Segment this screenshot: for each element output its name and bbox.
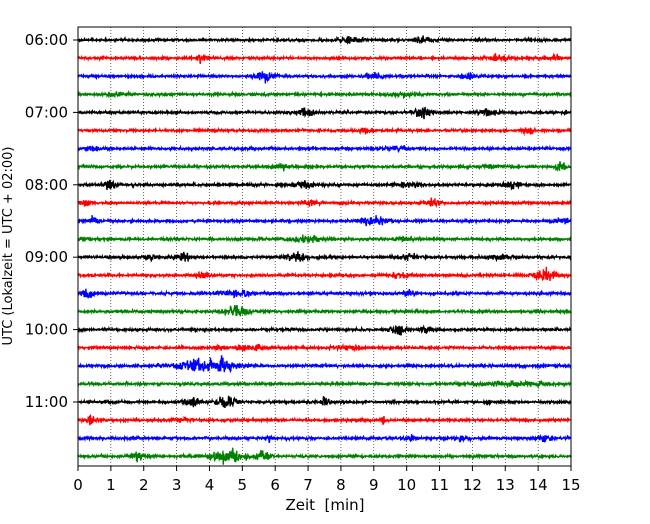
y-tick-label: 08:00 — [25, 176, 68, 194]
seismic-trace — [77, 266, 572, 282]
seismic-trace — [77, 89, 572, 100]
seismic-trace — [77, 161, 572, 172]
x-tick-label: 12 — [463, 476, 482, 494]
x-tick-label: 2 — [139, 476, 149, 494]
x-axis-ticks: 0 1 2 3 4 5 6 7 8 9 10 11 12 13 14 15 — [73, 466, 581, 494]
x-tick-label: 7 — [303, 476, 313, 494]
trace-layer — [77, 35, 572, 465]
x-tick-label: 13 — [496, 476, 515, 494]
seismic-trace — [77, 126, 572, 137]
y-tick-label: 10:00 — [25, 321, 68, 339]
seismic-trace — [77, 234, 572, 244]
x-tick-label: 11 — [430, 476, 449, 494]
seismic-trace — [77, 414, 572, 426]
x-tick-label: 1 — [106, 476, 116, 494]
seismic-trace — [77, 52, 572, 65]
seismic-trace — [77, 71, 572, 84]
x-tick-label: 15 — [561, 476, 580, 494]
seismic-trace — [77, 144, 572, 154]
seismic-trace — [77, 304, 572, 317]
seismic-trace — [77, 215, 572, 227]
y-tick-label: 06:00 — [25, 31, 68, 49]
seismic-trace — [77, 447, 572, 465]
seismic-trace — [77, 197, 572, 209]
x-tick-label: 5 — [238, 476, 248, 494]
x-tick-label: 10 — [397, 476, 416, 494]
seismic-trace — [77, 324, 572, 336]
seismic-trace — [77, 35, 572, 46]
seismic-trace — [77, 355, 572, 374]
y-tick-label: 11:00 — [25, 393, 68, 411]
x-tick-label: 8 — [336, 476, 346, 494]
y-axis-label: UTC (Lokalzeit = UTC + 02:00) — [1, 147, 16, 346]
seismic-trace — [77, 288, 572, 299]
y-tick-label: 07:00 — [25, 103, 68, 121]
x-tick-label: 14 — [529, 476, 548, 494]
x-tick-label: 4 — [205, 476, 215, 494]
y-axis-ticks: 06:00 07:00 08:00 09:00 10:00 11:00 — [25, 31, 78, 411]
seismic-trace — [77, 379, 572, 390]
seismic-trace — [77, 433, 572, 444]
seismic-trace — [77, 395, 572, 409]
seismic-trace — [77, 343, 572, 353]
seismic-trace — [77, 251, 572, 263]
y-tick-label: 09:00 — [25, 248, 68, 266]
grid-layer — [110, 27, 539, 466]
seismic-trace — [77, 106, 572, 120]
x-axis-label: Zeit [min] — [285, 496, 364, 514]
x-tick-label: 6 — [270, 476, 280, 494]
seismic-trace — [77, 179, 572, 191]
x-tick-label: 9 — [369, 476, 379, 494]
plot-frame — [77, 26, 572, 467]
x-tick-label: 0 — [73, 476, 83, 494]
x-tick-label: 3 — [172, 476, 182, 494]
